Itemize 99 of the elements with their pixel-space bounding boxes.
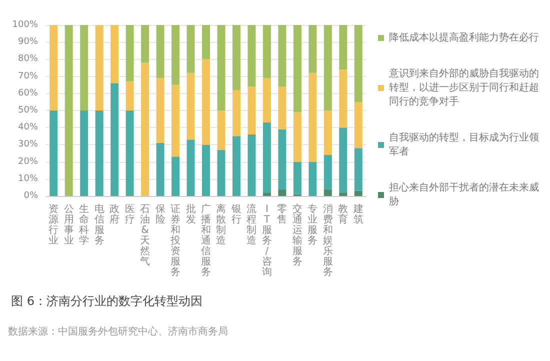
bar [308,72,317,162]
bar [141,62,150,196]
x-tick-label: 公用事业 [64,202,74,246]
bar [126,81,134,110]
bar [172,156,180,196]
x-tick-label: 交通运输服务 [292,202,302,268]
x-tick-label: 证券和投资服务 [170,202,181,278]
x-tick-label: 石油&天然气 [140,204,150,268]
bar [141,25,150,63]
bar [110,83,119,196]
bar [232,90,240,136]
bar [339,25,348,70]
legend-label: 意识到来自外部的威胁自我驱动的转型，以进一步区别于同行和赶超同行的竞争对手 [388,68,539,108]
bar [217,150,226,196]
y-tick-label: 100% [12,20,38,30]
x-tick-label: IT服务/咨询 [262,204,272,278]
bar [186,140,195,196]
bar [126,25,134,82]
bar [156,142,164,196]
y-tick-label: 90% [18,37,38,48]
bar [278,25,286,87]
x-tick-label: 政府 [110,204,120,226]
bar [293,25,302,112]
bar [156,25,164,78]
bar [293,162,302,194]
bar [339,128,348,193]
x-tick-label: 生命科学 [79,202,90,246]
x-tick-label: 流程制造 [246,202,257,246]
bar [278,189,286,196]
bar [308,162,317,196]
legend-label: 降低成本以提高盈利能力势在必行 [389,32,539,44]
y-tick-label: 80% [18,54,38,64]
y-tick-label: 70% [18,71,38,82]
bar [293,112,302,162]
x-tick-label: 电信服务 [94,202,104,246]
bar [324,110,332,155]
y-tick-label: 40% [18,122,38,133]
legend-label: 自我驱动的转型，目标成为行业领军者 [389,132,539,158]
y-tick-label: 60% [18,88,38,98]
bar [95,110,104,196]
bar [50,110,58,196]
x-tick-label: 保险 [155,204,166,226]
bar [324,154,332,190]
legend-label: 担心来自外部干扰者的潜在未来威胁 [389,182,539,208]
text: 图 6：济南分行业的数字化转型动因 [11,294,202,308]
y-tick-label: 20% [18,156,38,167]
bar [339,69,348,128]
x-tick-label: 零售 [277,204,288,226]
bar [248,25,256,87]
y-tick-label: 30% [18,140,38,150]
y-tick-label: 0% [24,191,38,201]
bar [172,84,180,157]
bar [202,25,210,60]
source-note: 数据来源：中国服务外包研究中心、济南市商务局 [8,326,228,338]
x-tick-label: 建筑 [352,202,364,226]
bar [262,78,271,122]
bar [80,25,88,110]
x-tick-label: 医疗 [124,204,135,226]
x-tick-label: 教育 [338,204,348,226]
bar [248,86,256,134]
bar [324,189,332,196]
bar [217,25,226,110]
bar [324,25,332,110]
bar [95,25,104,110]
bar [186,72,195,140]
bar [262,122,271,193]
bar [156,78,164,143]
bar [172,25,180,85]
bar [217,110,226,150]
bar [232,136,240,196]
bar [50,25,58,110]
bar [354,190,362,196]
bar [262,192,271,196]
x-tick-label: 广播和通信服务 [201,202,211,278]
bar [248,134,256,196]
bar [110,25,119,84]
bar [64,25,73,196]
bar [354,148,362,191]
bar [278,86,286,130]
bar [262,25,271,78]
x-tick-label: 银行 [230,204,242,226]
bar [278,129,286,190]
bar [354,102,362,148]
x-tick-label: 资源行业 [48,202,59,246]
bar [202,59,210,145]
x-tick-label: 离散制造 [216,202,226,246]
bar [126,110,134,196]
bar [80,110,88,196]
y-tick-label: 50% [18,106,38,116]
x-tick-label: 批发 [186,202,196,226]
x-tick-label: 消费和娱乐服务 [322,202,333,278]
y-tick-label: 10% [18,174,38,184]
x-tick-label: 专业服务 [308,202,318,246]
bar [308,25,317,73]
bar [232,25,240,90]
bar [186,25,195,73]
bar [339,192,348,196]
bar [354,25,362,102]
bar [202,144,210,196]
